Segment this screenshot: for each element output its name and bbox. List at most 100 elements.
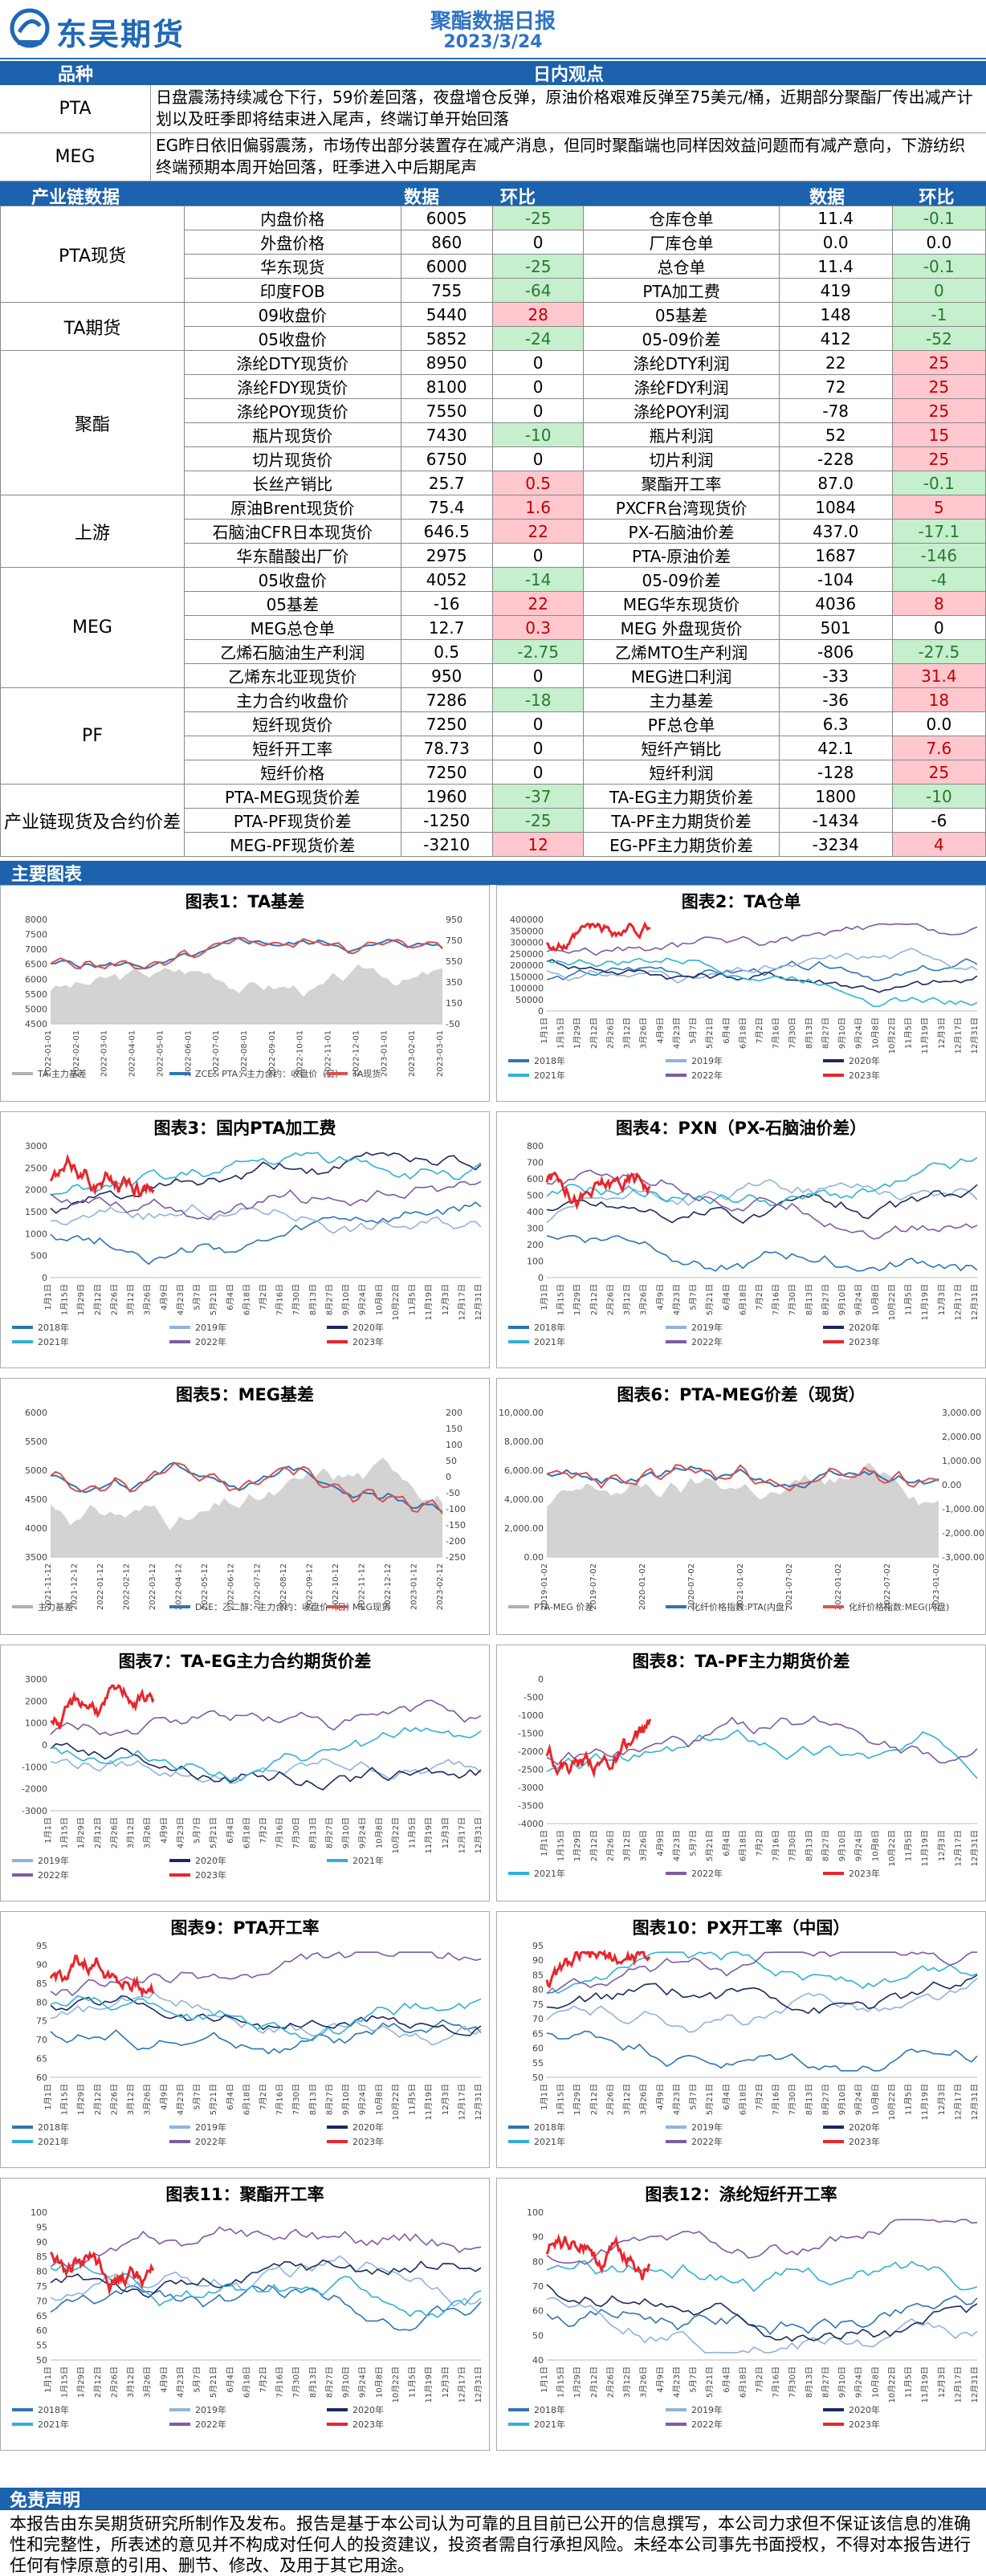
x-tick-label: 2020-01-02 xyxy=(638,1563,647,1610)
x-tick-label: 6月18日 xyxy=(738,2366,748,2398)
x-tick-label: 2022-10-12 xyxy=(332,1563,340,1610)
x-tick-label: 3月26日 xyxy=(143,2084,153,2115)
x-tick-label: 4月9日 xyxy=(159,1817,169,1844)
x-tick-label: 5月7日 xyxy=(689,2366,699,2393)
metric-change: -14 xyxy=(491,567,585,592)
x-tick-label: 5月21日 xyxy=(705,2366,715,2398)
metric-value-2: -228 xyxy=(778,446,893,471)
x-tick-label: 7月16日 xyxy=(772,2366,781,2398)
series-line xyxy=(546,1234,978,1272)
x-tick-label: 5月21日 xyxy=(705,1017,715,1049)
series-line xyxy=(50,1684,155,1730)
metric-label-2: PX-石脑油价差 xyxy=(583,519,780,544)
metric-label: 涤纶FDY现货价 xyxy=(184,374,401,399)
x-tick-label: 1月15日 xyxy=(60,2084,70,2115)
metric-value-2: 0.0 xyxy=(778,230,893,255)
legend-label: PTA-MEG 价差 xyxy=(534,1601,593,1612)
metric-change: -2.75 xyxy=(491,639,585,664)
legend-label: 2020年 xyxy=(195,1855,226,1866)
legend-label: TA 主力基差 xyxy=(37,1068,87,1079)
x-tick-label: 4月9日 xyxy=(655,2084,665,2110)
metric-label-2: PF总仓单 xyxy=(583,711,780,736)
industry-data-table: PTA现货 内盘价格 6005 -25 仓库仓单 11.4 -0.1 外盘价格 860 0 厂库仓单… xyxy=(0,206,986,857)
table-row: 切片现货价 6750 0 切片利润 -228 25 xyxy=(1,446,986,471)
metric-value: 12.7 xyxy=(400,615,493,640)
x-tick-label: 3月12日 xyxy=(126,1817,136,1848)
metric-value-2: 22 xyxy=(778,350,893,375)
y-tick-label: -500 xyxy=(524,1693,544,1703)
metric-label: 涤纶POY现货价 xyxy=(184,398,401,423)
x-tick-label: 8月27日 xyxy=(324,2366,334,2398)
y-tick-label: 1500 xyxy=(25,1207,47,1217)
x-tick-label: 5月21日 xyxy=(705,1830,715,1861)
x-tick-label: 10月22日 xyxy=(391,1817,401,1853)
legend-label: 2021年 xyxy=(534,1336,565,1347)
y-tick-label: 70 xyxy=(36,2296,47,2306)
y-tick-label: 4000 xyxy=(25,1523,47,1534)
x-tick-label: 9月24日 xyxy=(854,2084,864,2115)
y-tick-label: 5500 xyxy=(25,1437,47,1447)
x-tick-label: 9月10日 xyxy=(837,1830,847,1861)
x-tick-label: 4月9日 xyxy=(159,1284,169,1310)
x-tick-label: 4月9日 xyxy=(159,2366,169,2393)
y-tick-label: 400000 xyxy=(510,915,544,925)
x-tick-label: 2022-03-01 xyxy=(100,1030,109,1077)
series-line xyxy=(50,1995,482,2042)
legend-label: 2018年 xyxy=(534,1322,565,1333)
series-line xyxy=(546,1715,978,1766)
y-tick-label: 95 xyxy=(532,1941,544,1951)
legend-label: 2019年 xyxy=(691,1322,723,1333)
table-row: 05基差 -16 22 MEG华东现货价 4036 8 xyxy=(1,591,986,616)
y-tick-label: 300 xyxy=(527,1224,544,1234)
legend-label: 2022年 xyxy=(691,1336,723,1347)
x-tick-label: 12月17日 xyxy=(953,1284,963,1320)
series-line xyxy=(546,958,978,982)
x-tick-label: 9月24日 xyxy=(854,1017,864,1049)
legend-label: 2022年 xyxy=(691,2419,723,2430)
series-line xyxy=(545,921,651,952)
y-tick-label: 50 xyxy=(36,2355,47,2366)
x-tick-label: 12月31日 xyxy=(474,2084,483,2120)
series-line xyxy=(546,1729,978,1779)
x-tick-label: 10月22日 xyxy=(391,2366,401,2403)
legend-label: 2022年 xyxy=(38,1869,69,1881)
x-tick-label: 1月1日 xyxy=(540,1830,549,1857)
x-tick-label: 9月10日 xyxy=(341,1284,351,1315)
series-line xyxy=(546,2219,978,2265)
metric-change-2: -17.1 xyxy=(891,519,986,544)
table-row: MEG-PF现货价差 -3210 12 EG-PF主力期货价差 -3234 4 xyxy=(1,832,986,857)
metric-label: 05收盘价 xyxy=(184,567,401,592)
x-tick-label: 12月31日 xyxy=(970,1830,980,1866)
x-tick-label: 10月8日 xyxy=(870,1830,880,1861)
x-tick-label: 2月12日 xyxy=(589,1017,599,1049)
metric-label-2: EG-PF主力期货价差 xyxy=(583,832,780,857)
y-tick-label: -1000 xyxy=(22,1762,47,1772)
metric-value: 0.5 xyxy=(400,639,493,664)
x-tick-label: 9月10日 xyxy=(837,1017,847,1049)
metric-change: 0 xyxy=(491,760,585,785)
metric-change-2: 18 xyxy=(891,687,986,712)
metric-change-2: 25 xyxy=(891,350,986,375)
x-tick-label: 1月29日 xyxy=(572,2084,582,2115)
x-tick-label: 2月26日 xyxy=(109,2084,119,2115)
x-tick-label: 9月10日 xyxy=(341,1817,351,1848)
x-tick-label: 6月4日 xyxy=(226,1817,235,1844)
x-tick-label: 2022-03-12 xyxy=(149,1563,157,1610)
metric-label: 瓶片现货价 xyxy=(184,422,401,447)
series-line xyxy=(50,1204,482,1234)
x-tick-label: 1月15日 xyxy=(60,1284,70,1315)
y-tick-label: 0 xyxy=(538,1674,544,1685)
x-tick-label: 2022-12-01 xyxy=(352,1030,361,1077)
y-tick-label: 65 xyxy=(36,2311,47,2321)
y-tick-label: 4500 xyxy=(25,1019,47,1029)
x-tick-label: 3月12日 xyxy=(622,2084,632,2115)
chart-panel: 图表10：PX开工率（中国） 95 90 85 80 75 70 65 60 55 50 1月1日 1月… xyxy=(496,1911,986,2168)
x-tick-label: 11月5日 xyxy=(904,2366,914,2398)
y-tick-label: 55 xyxy=(36,2341,47,2351)
y-tick-label: 80 xyxy=(36,2267,47,2277)
x-tick-label: 7月16日 xyxy=(772,1017,781,1049)
metric-change-2: 0.0 xyxy=(891,230,986,255)
x-tick-label: 8月27日 xyxy=(821,1017,830,1049)
